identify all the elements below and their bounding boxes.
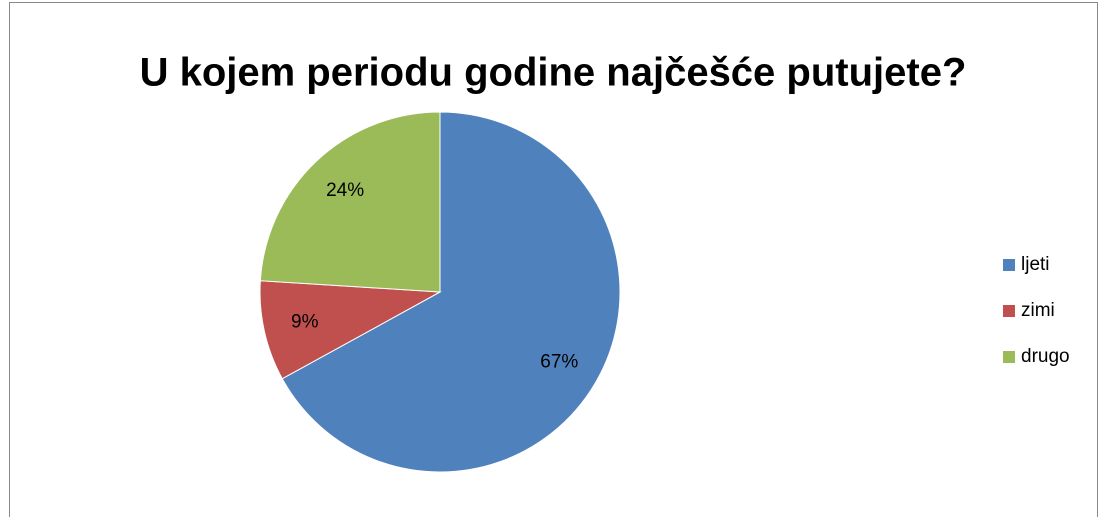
legend-swatch [1003, 305, 1015, 317]
pie-slice [259, 280, 442, 380]
chart-title: U kojem periodu godine najčešće putujete… [140, 51, 967, 95]
data-label: 9% [291, 311, 319, 332]
pie-slice [281, 111, 621, 473]
pie-slice [259, 111, 441, 293]
legend-label: zimi [1021, 300, 1055, 321]
legend-swatch [1003, 351, 1015, 363]
legend-label: drugo [1021, 346, 1070, 367]
legend-swatch [1003, 259, 1015, 271]
data-label: 24% [326, 180, 364, 201]
legend-label: ljeti [1021, 254, 1050, 275]
data-label: 67% [540, 352, 578, 373]
